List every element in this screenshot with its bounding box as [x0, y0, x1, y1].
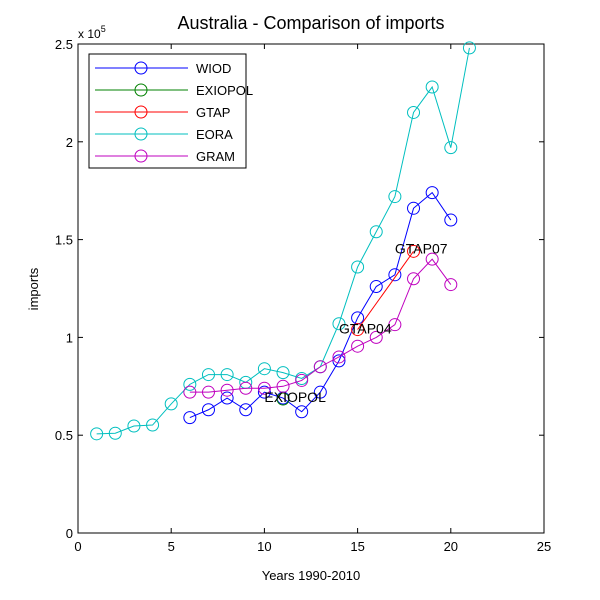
data-point-eora	[146, 418, 160, 432]
y-tick-label: 1.5	[55, 233, 73, 248]
chart-title: Australia - Comparison of imports	[177, 13, 444, 33]
y-tick-label: 2.5	[55, 37, 73, 52]
data-point-wiod	[332, 354, 346, 368]
annotation-label: GTAP07	[395, 240, 448, 256]
legend-marker	[134, 61, 148, 75]
data-point-gram	[351, 339, 365, 353]
data-point-eora	[276, 366, 290, 380]
series-line-gram	[189, 258, 452, 393]
data-point-gtap	[407, 244, 421, 258]
data-point-eora	[164, 397, 178, 411]
data-point-eora	[183, 377, 197, 391]
data-point-exiopol	[276, 392, 290, 406]
y-tick-label: 1	[66, 330, 73, 345]
x-tick-label: 10	[257, 539, 271, 554]
data-point-wiod	[407, 201, 421, 215]
data-point-eora	[388, 190, 402, 204]
legend-label: EORA	[196, 127, 233, 142]
data-point-eora	[332, 317, 346, 331]
legend-marker	[134, 105, 148, 119]
data-point-wiod	[444, 213, 458, 227]
y-tick-label: 0	[66, 526, 73, 541]
data-point-gtap	[351, 323, 365, 337]
data-point-wiod	[425, 186, 439, 200]
data-point-eora	[127, 419, 141, 433]
data-point-wiod	[369, 280, 383, 294]
data-point-gram	[183, 385, 197, 399]
legend-marker	[134, 149, 148, 163]
data-point-eora	[351, 260, 365, 274]
data-point-gram	[444, 278, 458, 292]
data-point-wiod	[313, 385, 327, 399]
data-point-eora	[444, 141, 458, 155]
data-point-eora	[369, 225, 383, 239]
series-line-wiod	[189, 191, 452, 419]
data-point-wiod	[220, 391, 234, 405]
data-point-gram	[425, 252, 439, 266]
annotation-label: GTAP04	[339, 321, 392, 337]
data-point-gram	[369, 330, 383, 344]
data-point-eora	[220, 368, 234, 382]
data-point-eora	[257, 362, 271, 376]
legend-label: GRAM	[196, 149, 235, 164]
data-point-wiod	[239, 403, 253, 417]
series-line-gtap	[357, 251, 414, 330]
data-point-gram	[276, 379, 290, 393]
data-point-eora	[90, 427, 104, 441]
plot-frame	[77, 43, 545, 534]
legend-marker	[134, 127, 148, 141]
x-tick-label: 20	[444, 539, 458, 554]
legend-label: EXIOPOL	[196, 83, 253, 98]
data-point-gram	[239, 381, 253, 395]
data-point-wiod	[201, 403, 215, 417]
y-axis-label: imports	[26, 267, 41, 310]
x-tick-label: 25	[537, 539, 551, 554]
data-point-wiod	[388, 268, 402, 282]
y-multiplier: x 105	[78, 24, 106, 41]
data-point-eora	[108, 426, 122, 440]
data-point-eora	[201, 368, 215, 382]
data-point-eora	[407, 105, 421, 119]
data-point-gram	[332, 350, 346, 364]
data-point-eora	[425, 80, 439, 94]
data-point-gram	[220, 383, 234, 397]
x-tick-label: 5	[168, 539, 175, 554]
data-point-gram	[257, 381, 271, 395]
legend-marker	[134, 83, 148, 97]
data-point-gram	[407, 272, 421, 286]
data-point-gram	[201, 385, 215, 399]
y-tick-label: 2	[66, 135, 73, 150]
x-axis-label: Years 1990-2010	[262, 568, 361, 583]
y-tick-label: 0.5	[55, 428, 73, 443]
data-point-wiod	[257, 385, 271, 399]
data-point-wiod	[183, 411, 197, 425]
legend-label: WIOD	[196, 61, 231, 76]
legend-label: GTAP	[196, 105, 230, 120]
data-point-eora	[462, 41, 476, 55]
x-tick-label: 0	[74, 539, 81, 554]
data-point-gram	[388, 318, 402, 332]
legend-box	[88, 53, 247, 169]
series-line-eora	[96, 47, 470, 435]
data-point-wiod	[295, 405, 309, 419]
annotation-label: EXIOPOL	[264, 389, 326, 405]
x-tick-label: 15	[350, 539, 364, 554]
data-point-gram	[313, 360, 327, 374]
data-point-gram	[295, 373, 309, 387]
